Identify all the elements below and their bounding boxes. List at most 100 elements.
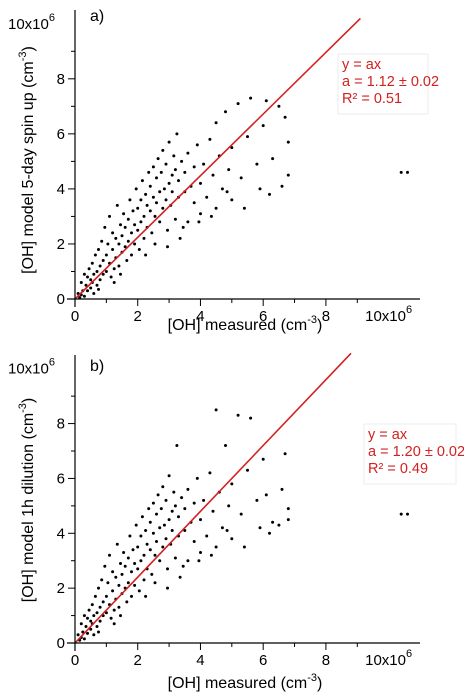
- data-point-a-131: [286, 140, 290, 144]
- data-point-a-91: [173, 217, 177, 221]
- data-point-a-69: [150, 231, 154, 235]
- data-point-b-55: [136, 567, 140, 571]
- data-point-b-142: [166, 586, 169, 590]
- data-point-a-15: [93, 253, 97, 257]
- x-tick-label-a-4: 8: [322, 308, 330, 325]
- data-point-b-84: [166, 567, 169, 571]
- data-point-a-130: [283, 115, 287, 119]
- data-point-a-145: [209, 214, 213, 218]
- data-point-b-52: [133, 562, 137, 565]
- data-point-a-80: [161, 148, 165, 152]
- data-point-b-12: [90, 603, 94, 607]
- data-point-b-108: [202, 498, 206, 502]
- data-point-a-101: [186, 151, 190, 155]
- data-point-a-21: [100, 239, 104, 243]
- data-point-b-86: [167, 474, 171, 478]
- x-tick-label-b-4: 8: [322, 652, 330, 669]
- x-axis-title-a: [OH] measured (cm-3): [168, 314, 323, 334]
- data-point-a-47: [126, 239, 130, 243]
- data-point-b-32: [111, 570, 115, 574]
- axes-a: [67, 10, 420, 307]
- data-point-b-22: [101, 600, 105, 604]
- data-point-a-62: [142, 236, 146, 240]
- data-point-b-11: [89, 619, 93, 623]
- data-point-b-25: [104, 594, 108, 598]
- data-point-b-62: [142, 578, 146, 582]
- data-point-b-113: [214, 545, 218, 549]
- data-point-a-58: [139, 198, 143, 202]
- data-point-a-30: [109, 275, 113, 279]
- data-point-a-4: [82, 272, 86, 276]
- data-point-a-36: [115, 203, 119, 207]
- data-point-b-45: [125, 600, 129, 604]
- data-point-b-3: [81, 630, 85, 634]
- data-point-b-70: [151, 531, 155, 535]
- data-point-b-56: [136, 545, 140, 549]
- data-point-a-119: [230, 198, 234, 202]
- data-point-a-71: [151, 165, 155, 169]
- data-point-a-81: [162, 187, 166, 191]
- data-point-a-84: [166, 228, 169, 232]
- data-point-a-53: [133, 242, 137, 246]
- data-point-b-111: [211, 509, 215, 513]
- data-point-a-95: [177, 179, 180, 183]
- data-point-a-45: [125, 259, 129, 262]
- data-point-a-52: [133, 223, 137, 227]
- data-point-a-25: [104, 253, 108, 257]
- data-point-a-42: [122, 212, 126, 216]
- data-point-b-50: [130, 594, 133, 598]
- data-point-b-127: [271, 520, 275, 524]
- data-point-b-105: [195, 476, 199, 480]
- data-point-b-88: [170, 509, 174, 513]
- data-point-a-146: [225, 190, 229, 194]
- y-tick-label-a-4: 8: [57, 71, 65, 88]
- data-point-a-86: [167, 140, 171, 144]
- scatter-points-b: [76, 408, 409, 642]
- data-point-a-113: [214, 206, 218, 210]
- data-point-a-16: [95, 270, 99, 273]
- data-point-b-78: [159, 507, 163, 511]
- fit-stats-a: y = ax a = 1.12 ± 0.02 R² = 0.51: [342, 57, 439, 107]
- data-point-a-133: [399, 170, 403, 174]
- data-point-b-38: [117, 605, 121, 609]
- y-tick-label-b-2: 4: [57, 525, 65, 542]
- data-point-b-129: [280, 487, 284, 491]
- data-point-b-112: [214, 408, 218, 412]
- data-point-a-50: [130, 253, 133, 257]
- data-point-a-149: [268, 192, 271, 196]
- data-point-b-44: [123, 564, 127, 568]
- data-point-a-76: [158, 190, 162, 194]
- x-tick-label-a-3: 6: [259, 308, 267, 325]
- data-point-b-103: [192, 540, 196, 543]
- data-point-a-24: [103, 225, 107, 229]
- fit-equation-b: y = ax: [368, 427, 408, 443]
- data-point-a-103: [192, 201, 196, 205]
- data-point-a-41: [120, 234, 124, 238]
- data-point-a-105: [195, 143, 199, 147]
- x-axis-title-b: [OH] measured (cm-3): [168, 672, 323, 692]
- data-point-b-93: [175, 444, 179, 447]
- data-point-b-148: [258, 526, 262, 530]
- data-point-a-44: [123, 225, 127, 229]
- data-point-b-106: [199, 518, 202, 522]
- data-point-b-29: [108, 553, 111, 557]
- x-tick-label-b-1: 2: [134, 652, 142, 669]
- data-point-a-126: [264, 99, 268, 103]
- data-point-b-36: [115, 542, 119, 546]
- data-point-b-95: [177, 515, 180, 519]
- data-point-a-75: [156, 157, 160, 161]
- data-point-a-5: [82, 294, 86, 298]
- y-axis-title-b: [OH] model 1h dilution (cm-3): [17, 398, 37, 603]
- data-point-a-23: [101, 272, 105, 276]
- data-point-b-5: [82, 637, 86, 641]
- data-point-b-21: [100, 578, 104, 582]
- data-point-b-96: [178, 575, 182, 579]
- data-point-b-139: [119, 614, 122, 618]
- axes-b: [67, 355, 420, 651]
- y-tick-label-b-3: 6: [57, 470, 65, 487]
- data-point-b-60: [140, 515, 144, 519]
- data-point-b-26: [104, 611, 108, 615]
- data-point-a-82: [164, 198, 168, 202]
- data-point-b-66: [147, 507, 151, 511]
- data-point-a-85: [167, 181, 171, 185]
